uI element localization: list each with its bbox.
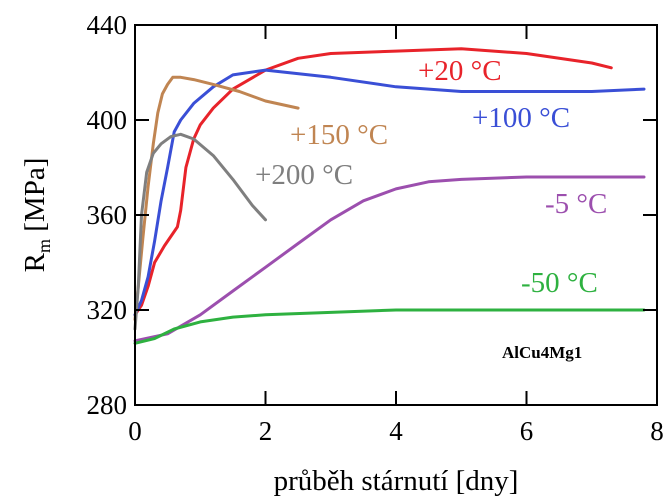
series-label-minus50: -50 °C: [521, 267, 598, 299]
series-layer: [133, 47, 646, 345]
y-tick-label: 280: [87, 390, 128, 420]
series-line-0: [133, 47, 613, 317]
series-label-150: +150 °C: [290, 119, 388, 151]
series-label-200: +200 °C: [255, 159, 353, 191]
x-axis-title: průběh stárnutí [dny]: [274, 465, 519, 497]
y-tick-label: 360: [87, 200, 128, 230]
y-tick-label: 320: [87, 295, 128, 325]
annotation-alloy: AlCu4Mg1: [502, 343, 582, 362]
series-line-4: [133, 175, 646, 343]
series-label-minus5: -5 °C: [545, 188, 607, 220]
series-line-1: [133, 68, 646, 317]
series-label-20: +20 °C: [418, 55, 502, 87]
x-tick-label: 0: [128, 416, 142, 446]
y-axis-title: Rm [MPa]: [19, 158, 54, 273]
y-tick-label: 400: [87, 105, 128, 135]
y-axis-title-main: R: [19, 252, 51, 272]
x-tick-label: 6: [520, 416, 534, 446]
series-line-3: [133, 132, 267, 331]
series-line-2: [133, 75, 300, 321]
y-tick-label: 440: [87, 10, 128, 40]
label-layer: 0 2 4 6 8 280 320 360 400 440: [87, 10, 664, 446]
series-line-5: [133, 308, 646, 345]
x-tick-label: 2: [259, 416, 273, 446]
y-axis-title-unit: [MPa]: [19, 158, 51, 239]
x-tick-label: 4: [389, 416, 403, 446]
tick-layer: [134, 24, 658, 406]
series-label-100: +100 °C: [472, 102, 570, 134]
x-tick-label: 8: [650, 416, 664, 446]
y-axis-title-sub: m: [34, 239, 54, 253]
